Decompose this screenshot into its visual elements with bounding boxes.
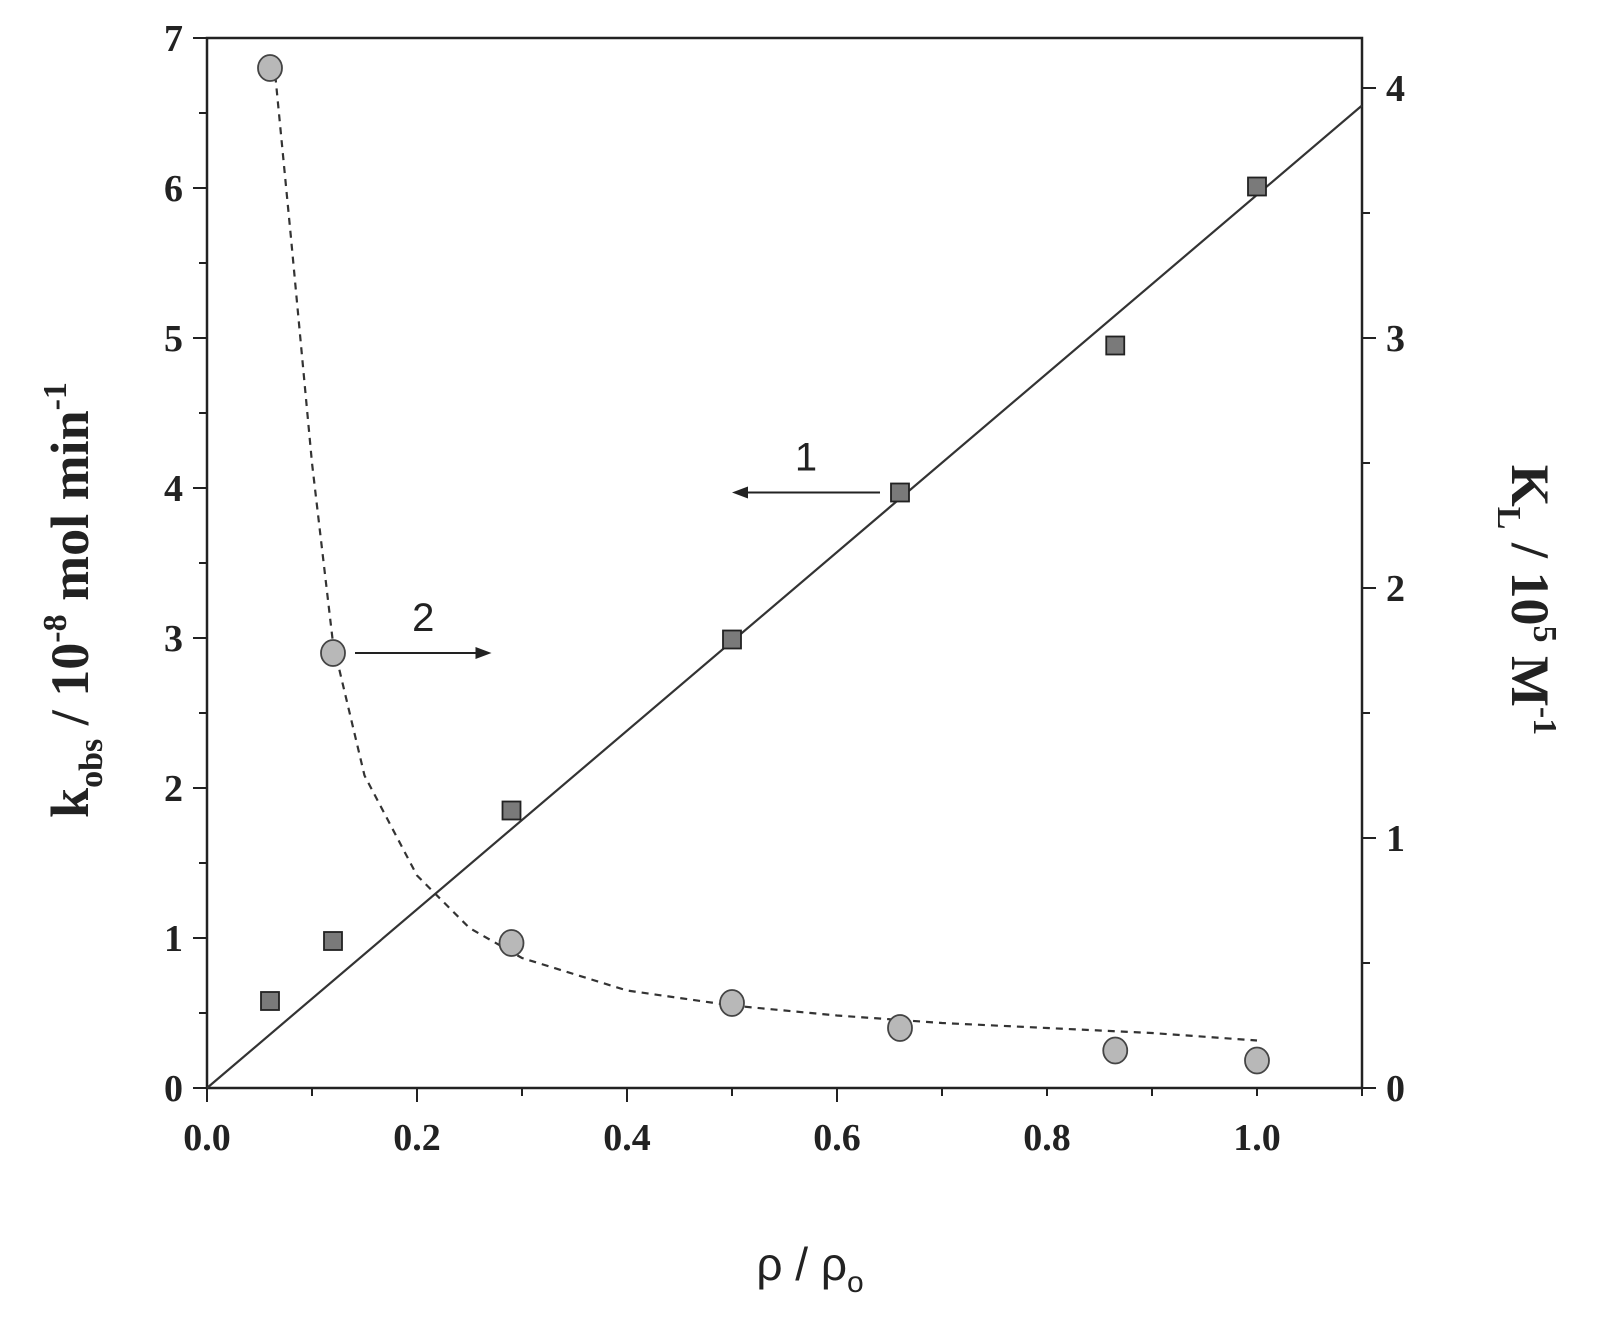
circle-marker	[257, 54, 283, 82]
annotation-2-arrowhead	[475, 647, 492, 659]
y-right-title-rest: M	[1500, 642, 1560, 706]
y-left-title-rest: mol min	[40, 410, 100, 614]
y-left-title-sup1: -8	[37, 614, 74, 642]
square-marker	[890, 482, 910, 503]
y-right-title-base: K	[1500, 465, 1560, 507]
plot-frame	[193, 36, 1376, 1102]
y-left-tick-label: 1	[164, 918, 183, 960]
y-axis-left-title: kobs / 10-8 mol min-1	[37, 382, 110, 818]
data-markers	[257, 54, 1270, 1075]
x-tick-label: 0.2	[393, 1117, 441, 1159]
circle-marker	[719, 989, 745, 1017]
x-axis-title-sub: o	[847, 1266, 864, 1299]
x-tick-label: 0.6	[813, 1117, 861, 1159]
y-left-title-sub: obs	[73, 739, 110, 788]
annotation-1-label: 1	[795, 436, 817, 480]
y-axis-right-title: KL / 105 M-1	[1490, 465, 1563, 736]
x-tick-label: 0.0	[183, 1117, 231, 1159]
annotation-1-arrowhead	[732, 486, 748, 499]
x-tick-label: 1.0	[1233, 1117, 1281, 1159]
square-marker	[1105, 335, 1126, 356]
circle-marker	[1244, 1046, 1270, 1075]
y-left-tick-label: 0	[164, 1068, 183, 1110]
circle-marker	[1102, 1036, 1129, 1065]
y-left-tick-label: 2	[164, 768, 183, 810]
y-right-title-sup1: 5	[1526, 625, 1563, 642]
fit-line-series-2	[274, 75, 1258, 1042]
y-left-tick-label: 5	[164, 318, 183, 360]
y-right-tick-label: 4	[1386, 68, 1405, 110]
circle-marker	[498, 929, 525, 957]
square-marker	[260, 991, 280, 1011]
y-left-title-sup2: -1	[37, 382, 74, 410]
fit-line-series-1	[206, 104, 1363, 1089]
y-right-tick-label: 0	[1386, 1068, 1405, 1110]
y-left-tick-label: 6	[164, 168, 183, 210]
circle-marker	[887, 1014, 913, 1042]
y-right-tick-label: 1	[1386, 818, 1405, 860]
x-tick-label: 0.4	[603, 1117, 651, 1159]
y-right-title-sup2: -1	[1526, 707, 1563, 735]
y-right-tick-label: 2	[1386, 568, 1405, 610]
y-left-tick-label: 3	[164, 618, 183, 660]
y-left-title-base: k	[40, 788, 100, 818]
y-right-title-mid: / 10	[1500, 529, 1560, 625]
square-marker	[501, 800, 522, 821]
circle-marker	[320, 639, 346, 667]
y-left-tick-label: 4	[164, 468, 183, 510]
annotations: 12	[355, 436, 880, 659]
y-right-title-sub: L	[1490, 507, 1527, 530]
square-marker	[722, 629, 742, 650]
plot-border	[205, 36, 1364, 1090]
y-right-tick-label: 3	[1386, 318, 1405, 360]
y-left-tick-label: 7	[164, 18, 183, 60]
annotation-2-label: 2	[412, 596, 434, 640]
square-marker	[323, 931, 343, 951]
x-axis-title: ρ / ρo	[756, 1238, 863, 1299]
fit-lines	[206, 75, 1363, 1089]
x-tick-label: 0.8	[1023, 1117, 1071, 1159]
square-marker	[1247, 176, 1267, 197]
x-axis-title-base: ρ / ρ	[756, 1238, 847, 1290]
y-left-title-mid: / 10	[40, 643, 100, 739]
